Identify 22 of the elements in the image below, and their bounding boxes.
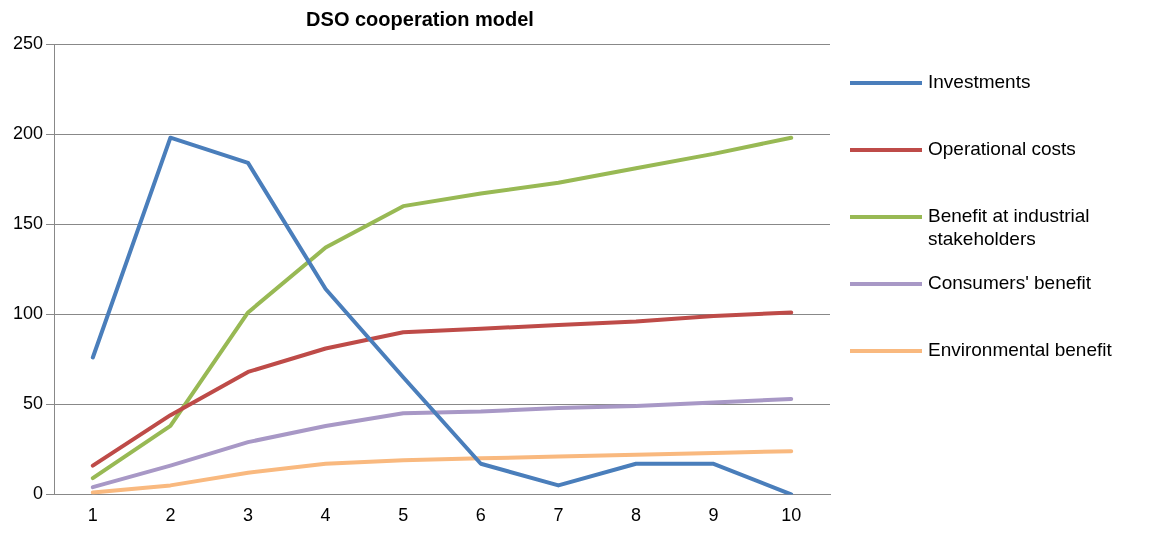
y-tick-label: 250 xyxy=(12,32,44,53)
x-tick-label: 2 xyxy=(165,505,176,526)
chart-title: DSO cooperation model xyxy=(306,7,534,30)
legend-label: Benefit at industrial stakeholders xyxy=(928,204,1091,250)
y-tick-label: 50 xyxy=(23,393,44,414)
y-tick-label: 200 xyxy=(12,123,44,144)
x-tick-label: 7 xyxy=(553,505,564,526)
legend-label: Environmental benefit xyxy=(928,338,1113,361)
x-tick-label: 1 xyxy=(87,505,98,526)
legend-label: Consumers' benefit xyxy=(928,271,1093,294)
y-tick-label: 0 xyxy=(33,483,44,504)
legend-label: Investments xyxy=(928,70,1032,93)
y-tick-label: 100 xyxy=(12,303,44,324)
x-tick-label: 5 xyxy=(398,505,409,526)
x-tick-label: 8 xyxy=(631,505,642,526)
x-tick-label: 6 xyxy=(475,505,486,526)
x-tick-label: 3 xyxy=(243,505,254,526)
x-tick-label: 10 xyxy=(781,505,802,526)
legend-label: Operational costs xyxy=(928,137,1077,160)
x-tick-label: 4 xyxy=(320,505,331,526)
y-tick-label: 150 xyxy=(12,213,44,234)
x-tick-label: 9 xyxy=(708,505,719,526)
